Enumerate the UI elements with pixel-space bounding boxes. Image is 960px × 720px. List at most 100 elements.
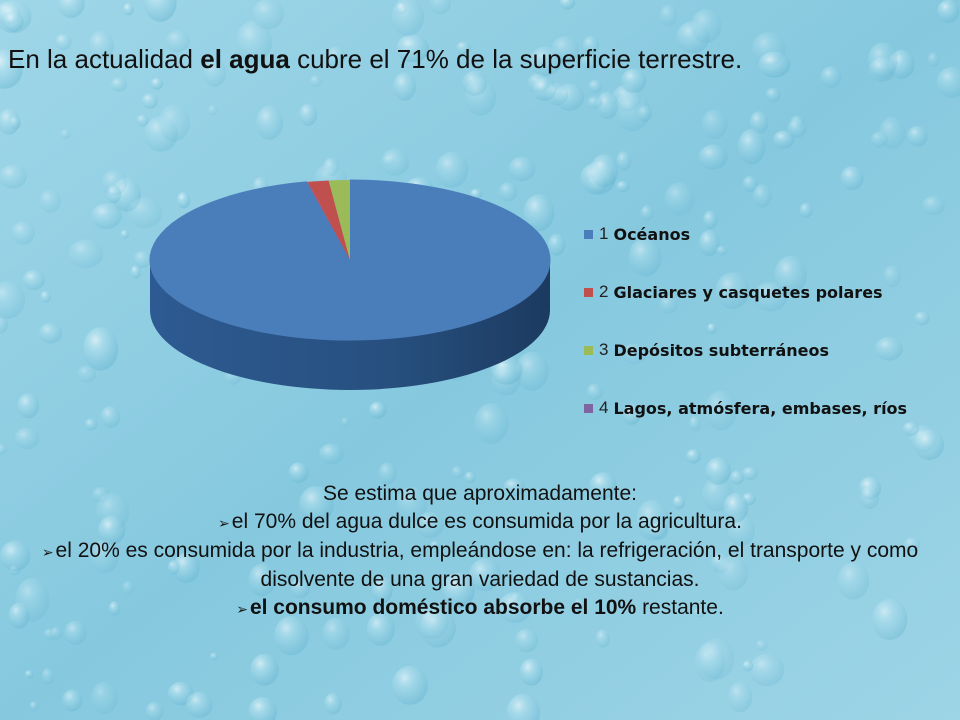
water-drop xyxy=(186,691,213,718)
water-drop xyxy=(203,58,226,87)
water-drop xyxy=(8,602,30,629)
water-drop xyxy=(391,0,424,37)
water-drop xyxy=(136,114,149,127)
water-drop xyxy=(173,552,200,583)
water-drop xyxy=(596,91,619,120)
legend-item-oceanos: 1 Océanos xyxy=(584,205,954,263)
water-drop xyxy=(372,576,393,604)
water-drop xyxy=(773,130,795,149)
water-drop xyxy=(90,539,119,574)
water-drop xyxy=(0,164,27,189)
water-drop xyxy=(707,323,717,334)
water-drop xyxy=(672,495,685,510)
water-drop xyxy=(622,403,641,425)
water-drop xyxy=(91,203,122,230)
water-drop xyxy=(559,0,576,10)
water-drop xyxy=(322,617,350,650)
water-drop xyxy=(38,323,63,344)
legend-item-lagos: 4 Lagos, atmósfera, embases, ríos xyxy=(584,379,954,437)
legend-label: Depósitos subterráneos xyxy=(613,340,829,360)
water-drop xyxy=(664,182,695,216)
legend-number: 2 xyxy=(599,282,609,301)
water-drop xyxy=(0,49,23,89)
water-drop xyxy=(622,343,647,365)
water-drop xyxy=(614,90,651,132)
pie-slice-subterraneos xyxy=(328,180,350,260)
water-drop xyxy=(274,616,309,656)
water-drop xyxy=(727,681,753,713)
intro-text: Se estima que aproximadamente: xyxy=(322,482,637,505)
legend-swatch xyxy=(584,287,593,297)
water-drop xyxy=(167,560,180,575)
water-drop xyxy=(616,180,630,193)
water-drop xyxy=(698,144,728,170)
water-drop xyxy=(698,638,735,680)
water-drop xyxy=(922,195,945,216)
water-drop xyxy=(236,20,272,63)
body-text: Se estima que aproximadamente: ➢el 70% d… xyxy=(30,480,930,623)
water-drop xyxy=(902,421,920,436)
water-drop xyxy=(937,0,960,23)
pie-chart xyxy=(149,179,551,390)
water-drop xyxy=(515,628,538,653)
water-drop xyxy=(122,580,135,596)
water-drop xyxy=(11,221,35,245)
water-drop xyxy=(717,555,749,591)
water-drop xyxy=(590,154,619,188)
water-drop xyxy=(737,128,766,165)
water-drop xyxy=(705,390,737,431)
water-drop xyxy=(742,175,758,193)
bullet-domestic-rest: restante. xyxy=(636,596,724,619)
water-drop xyxy=(508,156,536,182)
pie-slice-glaciares xyxy=(307,180,350,260)
water-drop xyxy=(519,658,544,686)
water-drop xyxy=(0,281,25,319)
water-drop xyxy=(659,295,678,314)
water-drop xyxy=(867,42,898,79)
water-drop xyxy=(936,67,960,98)
legend-label: Glaciares y casquetes polares xyxy=(613,282,883,302)
water-drop xyxy=(3,11,24,32)
water-drop xyxy=(248,697,277,720)
water-drop xyxy=(0,540,31,572)
water-drop xyxy=(120,229,129,239)
water-drop xyxy=(123,3,134,16)
water-drop xyxy=(616,151,632,171)
water-drop xyxy=(68,239,104,269)
water-drop xyxy=(177,192,190,209)
water-drop xyxy=(699,230,720,257)
water-drop xyxy=(415,604,449,640)
water-drop xyxy=(250,653,279,686)
water-drop xyxy=(435,151,469,188)
water-drop xyxy=(393,72,417,101)
bullet-agriculture: ➢el 70% del agua dulce es consumida por … xyxy=(30,508,930,537)
water-drop xyxy=(341,417,350,426)
water-drop xyxy=(392,665,428,705)
water-drop xyxy=(573,598,585,612)
water-drop xyxy=(587,96,603,109)
legend-swatch xyxy=(584,345,593,355)
water-drop xyxy=(456,41,472,55)
water-drop xyxy=(640,205,654,221)
water-drop xyxy=(108,601,121,616)
water-drop xyxy=(91,681,118,715)
water-drop xyxy=(715,272,750,310)
water-drop xyxy=(429,0,451,15)
water-drop xyxy=(547,233,566,256)
water-drop xyxy=(106,185,121,204)
arrow-bullet-icon: ➢ xyxy=(218,515,230,531)
water-drop xyxy=(451,466,464,479)
water-drop xyxy=(299,486,334,524)
water-drop xyxy=(24,670,34,679)
chart-legend: 1 Océanos 2 Glaciares y casquetes polares 3 D… xyxy=(584,205,954,437)
water-drop xyxy=(368,401,387,419)
water-drop xyxy=(904,537,921,552)
water-drop xyxy=(686,448,701,464)
water-drop xyxy=(774,255,807,295)
water-drop xyxy=(715,245,728,256)
water-drop xyxy=(415,511,444,539)
water-drop xyxy=(17,393,40,419)
water-drop xyxy=(506,694,541,720)
legend-swatch xyxy=(584,229,593,239)
legend-swatch xyxy=(584,403,593,413)
